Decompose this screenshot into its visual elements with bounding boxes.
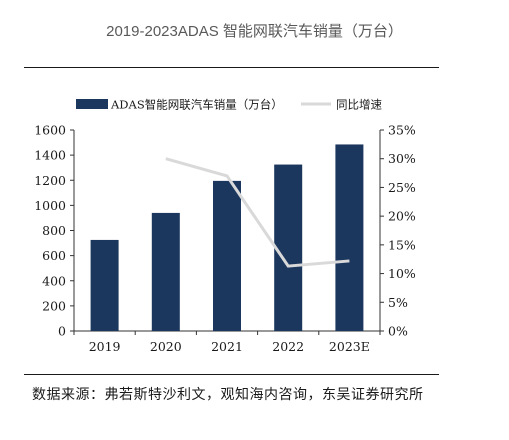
x-tick-label: 2023E bbox=[329, 339, 370, 354]
right-tick-label: 5% bbox=[388, 295, 408, 310]
legend-label-sales: ADAS智能网联汽车销量（万台） bbox=[110, 98, 283, 112]
legend-swatch-sales bbox=[76, 99, 108, 109]
right-tick-label: 25% bbox=[388, 180, 416, 195]
left-tick-label: 0 bbox=[58, 324, 66, 339]
left-tick-label: 600 bbox=[42, 248, 66, 263]
right-tick-label: 10% bbox=[388, 266, 416, 281]
left-tick-label: 1200 bbox=[34, 173, 66, 188]
x-tick-label: 2020 bbox=[150, 339, 182, 354]
left-tick-label: 1400 bbox=[34, 148, 66, 163]
top-divider bbox=[24, 67, 439, 68]
right-tick-label: 30% bbox=[388, 151, 416, 166]
left-tick-label: 1600 bbox=[34, 123, 66, 138]
bar bbox=[213, 180, 241, 331]
right-tick-label: 35% bbox=[388, 123, 416, 138]
bar bbox=[151, 212, 180, 331]
x-tick-label: 2021 bbox=[211, 339, 243, 354]
left-tick-label: 800 bbox=[42, 223, 66, 238]
left-tick-label: 400 bbox=[42, 273, 66, 288]
bar bbox=[90, 239, 119, 331]
bar bbox=[335, 144, 364, 331]
bar bbox=[274, 164, 303, 331]
legend-label-growth: 同比增速 bbox=[336, 98, 382, 112]
left-tick-label: 1000 bbox=[34, 198, 66, 213]
growth-line bbox=[165, 157, 350, 268]
x-tick-label: 2019 bbox=[89, 339, 121, 354]
sales-chart: 0 200 400 600 800 1000 1200 1400 1600 0% 5% 10% 15% 2… bbox=[34, 98, 416, 355]
bottom-divider bbox=[24, 374, 439, 375]
source-note: 数据来源：弗若斯特沙利文，观知海内咨询，东吴证券研究所 bbox=[32, 387, 424, 403]
page-title: 2019-2023ADAS 智能网联汽车销量（万台） bbox=[106, 23, 403, 40]
right-tick-label: 0% bbox=[388, 324, 408, 339]
left-tick-label: 200 bbox=[42, 298, 66, 313]
right-tick-label: 15% bbox=[388, 237, 416, 252]
right-tick-label: 20% bbox=[388, 209, 416, 224]
x-tick-label: 2022 bbox=[272, 339, 304, 354]
